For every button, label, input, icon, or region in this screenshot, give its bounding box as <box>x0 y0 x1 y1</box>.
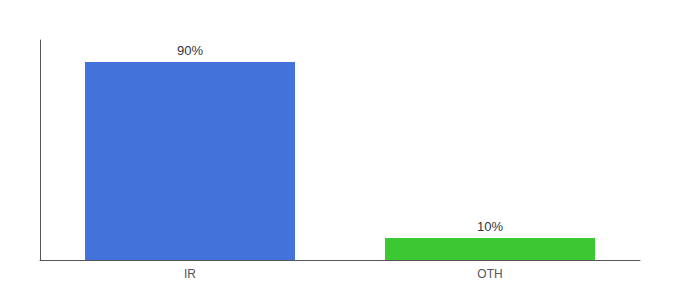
svg-text:IR: IR <box>184 267 196 281</box>
svg-text:10%: 10% <box>477 219 503 234</box>
svg-text:90%: 90% <box>177 43 203 58</box>
svg-text:OTH: OTH <box>477 267 502 281</box>
